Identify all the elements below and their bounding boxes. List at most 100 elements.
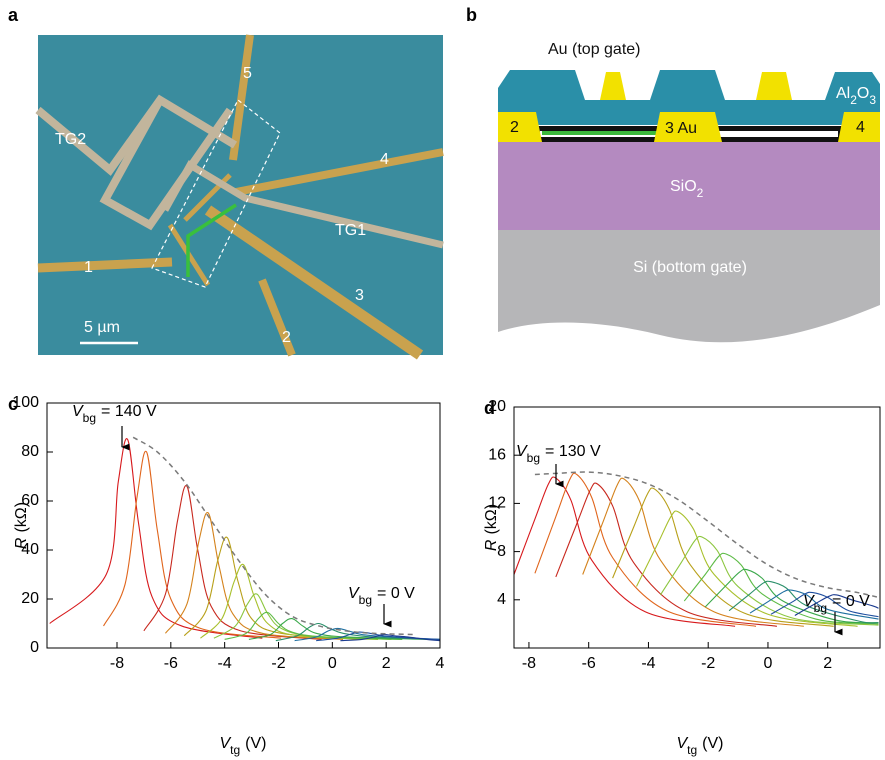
data-line (636, 510, 858, 627)
data-line (224, 611, 403, 640)
data-line (728, 580, 879, 624)
data-line (612, 487, 834, 627)
data-line (340, 633, 440, 642)
annotation: Vbg = 140 V (72, 403, 157, 425)
label-subscript: 2 (850, 93, 857, 107)
label-part: V (803, 593, 815, 610)
label-part: tg (230, 743, 240, 757)
x-tick-label: -6 (582, 655, 596, 672)
label-part: V (676, 735, 688, 752)
contact (838, 112, 880, 142)
x-axis-label: Vtg (V) (219, 735, 266, 757)
label-part: bg (83, 411, 96, 425)
panel-letter: a (8, 5, 19, 25)
layer-label: Si (bottom gate) (633, 259, 747, 276)
label-part: Al (836, 85, 850, 102)
electrode-label: 2 (282, 329, 291, 346)
label-part: = 0 V (377, 585, 415, 602)
data-line (248, 618, 427, 640)
y-tick-label: 60 (21, 492, 39, 509)
panel-letter: b (466, 5, 477, 25)
annotation: Vbg = 130 V (516, 443, 601, 465)
data-line (749, 589, 879, 620)
layer-label: SiO2 (670, 178, 704, 200)
dielectric-layer (498, 70, 880, 125)
label-part: (kΩ) (483, 504, 500, 535)
y-tick-label: 12 (488, 495, 506, 512)
panel-letter: c (8, 394, 18, 414)
electrode (258, 278, 296, 357)
label-part: (V) (702, 735, 723, 752)
label-part: O (857, 85, 869, 102)
data-line (183, 536, 362, 640)
label-part: = 130 V (545, 443, 601, 460)
x-tick-label: -2 (701, 655, 715, 672)
panel-letter: d (484, 398, 495, 418)
x-tick-label: -8 (522, 655, 536, 672)
y-tick-label: 40 (21, 541, 39, 558)
label-part: V (72, 403, 84, 420)
data-line (704, 568, 879, 624)
x-tick-label: -6 (164, 655, 178, 672)
envelope-line (132, 436, 414, 636)
contact (654, 112, 722, 142)
label-part: R (483, 539, 500, 551)
x-tick-label: -4 (641, 655, 655, 672)
electrodes (35, 34, 444, 360)
electrode (229, 34, 254, 161)
contact (498, 112, 542, 142)
label-part: V (348, 585, 360, 602)
label-part: = 140 V (101, 403, 157, 420)
scale-bar-label: 5 µm (84, 319, 120, 336)
x-tick-label: -2 (271, 655, 285, 672)
data-line (555, 482, 778, 627)
data-line (659, 535, 879, 626)
label-part: (V) (245, 735, 266, 752)
label-part: tg (687, 743, 697, 757)
y-tick-label: 100 (12, 394, 39, 411)
graphene-ribbon (186, 203, 237, 277)
layer-label: Al2O3 (836, 85, 876, 107)
x-tick-label: 4 (436, 655, 445, 672)
x-tick-label: 0 (328, 655, 337, 672)
plot-area (514, 471, 879, 627)
x-tick-label: 0 (764, 655, 773, 672)
micrograph: 5 4 TG2 TG1 1 3 2 5 µm (35, 34, 444, 360)
plot-area (49, 436, 440, 642)
top-gate (756, 72, 792, 100)
label-part: V (219, 735, 231, 752)
annotation: Vbg = 0 V (803, 593, 870, 615)
label-part: (kΩ) (13, 502, 30, 533)
electrode-label: 4 (380, 151, 389, 168)
y-tick-label: 80 (21, 443, 39, 460)
label-part: bg (814, 601, 827, 615)
y-tick-label: 20 (21, 590, 39, 607)
electrode-label: 5 (243, 65, 252, 82)
data-line (103, 450, 282, 639)
x-tick-label: -4 (218, 655, 232, 672)
y-axis-label: R (kΩ) (13, 502, 30, 549)
data-line (49, 438, 263, 639)
electrode (204, 205, 424, 360)
y-tick-label: 0 (30, 639, 39, 656)
data-line (514, 476, 736, 627)
electrode-label: TG2 (55, 131, 86, 148)
label-part: bg (359, 593, 372, 607)
y-axis-label: R (kΩ) (483, 504, 500, 551)
label-part: V (516, 443, 528, 460)
data-line (683, 552, 879, 625)
label-subscript: 2 (697, 186, 704, 200)
label-part: bg (527, 451, 540, 465)
label-subscript: 3 (869, 93, 876, 107)
device-schematic: Au (top gate) Al2O3 2 3 Au 4 SiO2 Si (bo… (498, 41, 880, 343)
y-tick-label: 16 (488, 446, 506, 463)
contact-label: 2 (510, 119, 519, 136)
data-line (143, 485, 322, 640)
contact-label: 3 Au (665, 120, 697, 137)
x-tick-label: -8 (110, 655, 124, 672)
electrode-label: 1 (84, 259, 93, 276)
oxide-layer (498, 142, 880, 230)
chart: d -8 -6 -4 -2 0 2 4 8 12 16 20 Vtg (V) R (kΩ) Vbg = 130 V… (483, 398, 881, 757)
